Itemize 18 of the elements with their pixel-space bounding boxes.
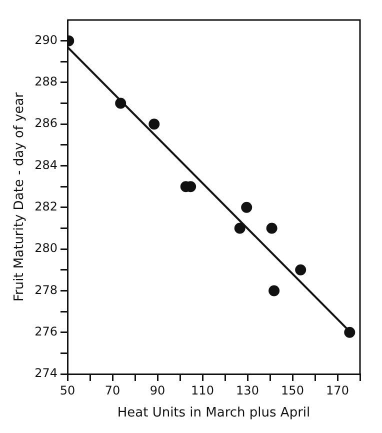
y-tick-label: 286	[34, 116, 58, 130]
y-tick-label: 284	[34, 158, 58, 172]
x-tick-label: 110	[191, 383, 214, 398]
x-tick-label: 70	[104, 383, 120, 398]
x-tick-label: 50	[60, 383, 76, 398]
y-tick-label: 274	[34, 366, 58, 380]
y-axis-title: Fruit Maturity Date - day of year	[12, 92, 28, 302]
y-tick-label: 290	[34, 32, 58, 47]
x-tick-label: 130	[236, 383, 259, 398]
x-tick-label: 150	[281, 383, 304, 398]
x-tick-label: 170	[326, 383, 349, 398]
y-tick-label: 280	[34, 241, 58, 256]
y-tick-label: 278	[34, 282, 58, 297]
y-tick-label: 288	[34, 74, 58, 89]
x-axis-title: Heat Units in March plus April	[117, 406, 310, 421]
x-tick-label: 90	[150, 383, 166, 398]
y-tick-label: 276	[34, 324, 58, 338]
y-tick-label: 282	[34, 200, 58, 214]
